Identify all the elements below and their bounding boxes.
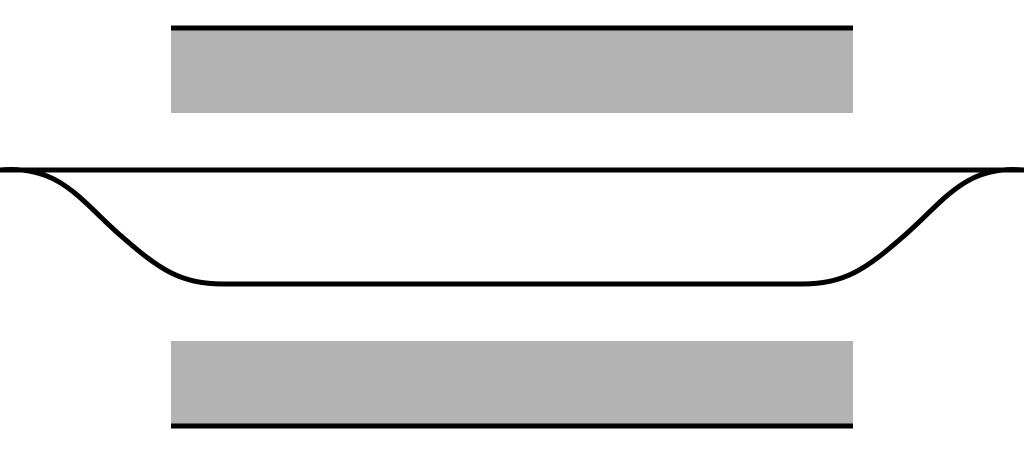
top-plate (171, 28, 853, 113)
bottom-plate (171, 341, 853, 426)
deformed-membrane-curve (0, 167, 1024, 287)
